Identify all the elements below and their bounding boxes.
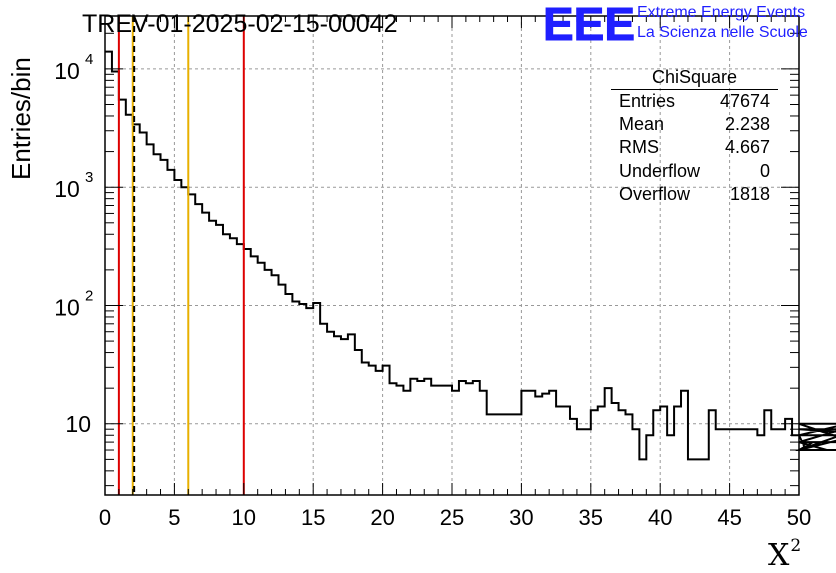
stats-row: Underflow 0 — [611, 160, 778, 183]
x-tick-label: 5 — [168, 505, 180, 530]
chart-title: TREV-01-2025-02-15-00042 — [82, 10, 398, 38]
logo-caption-line1: Extreme Energy Events — [637, 4, 806, 21]
eee-logo-mark: EEE — [543, 0, 635, 44]
y-tick-exponent: 3 — [85, 169, 93, 186]
stats-row: Overflow 1818 — [611, 183, 778, 206]
x-axis-label-base: X — [768, 538, 790, 573]
y-tick-label: 10 — [54, 176, 80, 202]
stats-title: ChiSquare — [611, 66, 778, 90]
stats-row: RMS 4.667 — [611, 136, 778, 159]
x-tick-label: 0 — [99, 505, 111, 530]
stats-row: Entries 47674 — [611, 90, 778, 113]
axis-tick-labels: 0 5 10 15 20 25 30 35 40 45 50 10 10 2 10 3 10 4 — [54, 51, 811, 530]
x-tick-label: 15 — [301, 505, 325, 530]
axis-ticks — [104, 16, 800, 495]
x-tick-label: 10 — [232, 505, 256, 530]
y-tick-label: 10 — [54, 294, 80, 320]
y-tick-exponent: 4 — [85, 51, 93, 68]
reference-lines — [117, 16, 245, 495]
stats-value: 4.667 — [724, 137, 770, 158]
y-tick-label: 10 — [54, 58, 80, 84]
logo-caption-line2: La Scienza nelle Scuole — [637, 24, 808, 41]
x-axis-label-exponent: 2 — [790, 536, 802, 556]
stats-box: ChiSquare Entries 47674 Mean 2.238 RMS 4.66… — [611, 66, 778, 206]
stats-label: Mean — [619, 114, 665, 135]
eee-logo: EEE — [543, 0, 635, 44]
histogram-series — [105, 50, 836, 461]
stats-value: 47674 — [719, 91, 770, 111]
y-tick-exponent: 2 — [85, 287, 93, 304]
stats-value: 1818 — [729, 183, 770, 204]
y-axis-label: Entries/bin — [6, 57, 36, 180]
x-tick-label: 30 — [509, 505, 533, 530]
logo-caption: Extreme Energy Events La Scienza nelle S… — [637, 3, 808, 43]
x-tick-label: 50 — [787, 505, 811, 530]
x-tick-label: 35 — [579, 505, 603, 530]
x-tick-label: 45 — [717, 505, 741, 530]
x-tick-label: 25 — [440, 505, 464, 530]
grid-lines — [105, 16, 799, 495]
x-tick-label: 20 — [370, 505, 394, 530]
stats-label: RMS — [619, 137, 659, 158]
stats-value: 2.238 — [724, 114, 770, 135]
histogram-outline — [105, 50, 836, 461]
stats-label: Underflow — [619, 160, 701, 181]
x-axis-label: X2 — [768, 536, 801, 573]
stats-value: 0 — [759, 160, 770, 181]
stats-label: Overflow — [619, 183, 691, 204]
x-tick-label: 40 — [648, 505, 672, 530]
y-tick-label: 10 — [65, 411, 91, 437]
stats-label: Entries — [619, 91, 676, 111]
stats-row: Mean 2.238 — [611, 113, 778, 136]
